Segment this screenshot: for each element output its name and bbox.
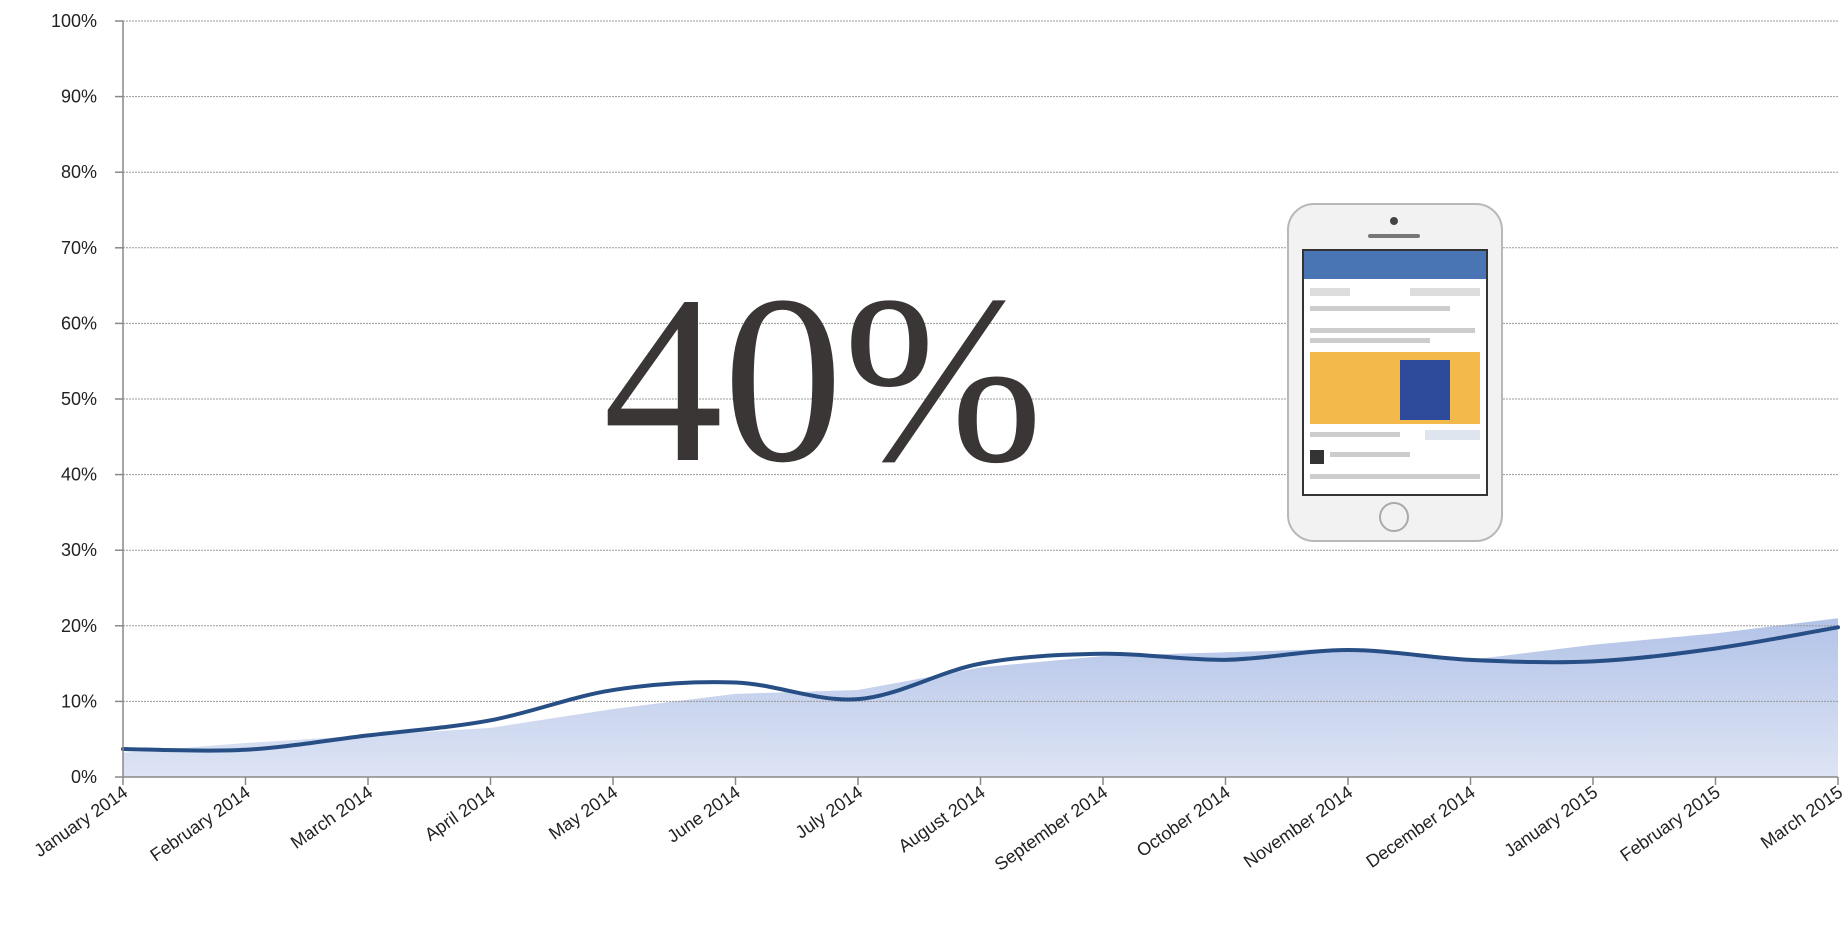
y-tick-label: 30% (61, 540, 97, 560)
x-tick-label: April 2014 (421, 782, 499, 845)
x-tick-label: February 2014 (146, 782, 253, 866)
x-tick-label: January 2015 (1500, 782, 1601, 861)
area (123, 618, 1838, 777)
x-tick-label: May 2014 (545, 782, 621, 844)
x-tick-label: January 2014 (30, 782, 131, 861)
y-tick-label: 100% (51, 11, 97, 31)
y-tick-label: 40% (61, 465, 97, 485)
annotation: 40% (603, 246, 1043, 512)
line (121, 625, 1840, 753)
x-tick-label: August 2014 (895, 782, 989, 856)
y-tick-label: 20% (61, 616, 97, 636)
y-tick-label: 70% (61, 238, 97, 258)
x-tick-label: September 2014 (991, 782, 1111, 875)
y-tick-label: 0% (71, 767, 97, 787)
x-tick-label: November 2014 (1240, 782, 1356, 872)
x-tick-label: June 2014 (663, 782, 743, 847)
x-tick-label: October 2014 (1133, 782, 1234, 861)
y-tick-label: 60% (61, 313, 97, 333)
x-tick-label: March 2014 (287, 782, 376, 853)
x-tick-label: February 2015 (1616, 782, 1723, 866)
y-tick-label: 50% (61, 389, 97, 409)
phone-illustration (1287, 203, 1503, 542)
y-tick-label: 10% (61, 691, 97, 711)
y-tick-label: 90% (61, 87, 97, 107)
x-tick-label: March 2015 (1757, 782, 1844, 853)
y-tick-label: 80% (61, 162, 97, 182)
x-tick-label: July 2014 (792, 782, 867, 843)
x-tick-label: December 2014 (1362, 782, 1478, 872)
